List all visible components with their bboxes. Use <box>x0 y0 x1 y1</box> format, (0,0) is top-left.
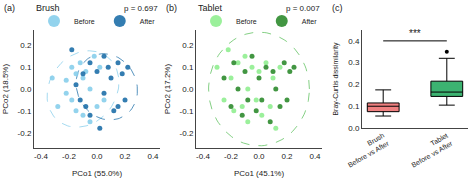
svg-text:0.2: 0.2 <box>348 80 360 89</box>
svg-text:0.2: 0.2 <box>119 152 131 161</box>
svg-text:PCo2 (18.5%): PCo2 (18.5%) <box>1 64 10 115</box>
svg-text:0.2: 0.2 <box>281 152 293 161</box>
svg-text:Before: Before <box>74 18 95 25</box>
svg-text:-0.4: -0.4 <box>34 152 48 161</box>
svg-text:-0.1: -0.1 <box>180 107 194 116</box>
svg-text:***: *** <box>409 28 421 39</box>
svg-text:(a): (a) <box>4 3 15 13</box>
svg-text:0.1: 0.1 <box>182 63 194 72</box>
svg-text:0.4: 0.4 <box>309 152 321 161</box>
svg-text:Tablet: Tablet <box>198 3 223 13</box>
svg-text:0.1: 0.1 <box>20 63 32 72</box>
svg-text:PCo1 (55.0%): PCo1 (55.0%) <box>72 169 123 178</box>
svg-text:0.1: 0.1 <box>348 102 360 111</box>
svg-text:Brush: Brush <box>36 3 60 13</box>
svg-text:After: After <box>140 18 155 25</box>
svg-text:PCo1 (45.1%): PCo1 (45.1%) <box>234 169 285 178</box>
svg-text:0.0: 0.0 <box>20 85 32 94</box>
svg-text:-0.4: -0.4 <box>196 152 210 161</box>
svg-text:-0.2: -0.2 <box>180 129 194 138</box>
svg-text:Bray-Curtis dissimilarity: Bray-Curtis dissimilarity <box>332 42 340 116</box>
svg-text:Before: Before <box>236 18 257 25</box>
svg-text:-0.1: -0.1 <box>18 107 32 116</box>
svg-text:-0.2: -0.2 <box>62 152 76 161</box>
svg-text:PCo2 (17.2%): PCo2 (17.2%) <box>163 64 172 115</box>
svg-text:0.0: 0.0 <box>348 124 360 133</box>
svg-text:0.4: 0.4 <box>348 37 360 46</box>
svg-text:0.4: 0.4 <box>147 152 159 161</box>
svg-text:-0.2: -0.2 <box>224 152 238 161</box>
svg-text:0.0: 0.0 <box>253 152 265 161</box>
svg-text:-0.2: -0.2 <box>18 129 32 138</box>
svg-text:(b): (b) <box>166 3 177 13</box>
svg-text:BrushBefore vs After: BrushBefore vs After <box>342 131 390 168</box>
svg-text:0.0: 0.0 <box>182 85 194 94</box>
svg-text:p = 0.697: p = 0.697 <box>124 4 158 13</box>
svg-text:p = 0.007: p = 0.007 <box>286 4 320 13</box>
svg-text:0.2: 0.2 <box>20 41 32 50</box>
svg-text:0.3: 0.3 <box>348 58 360 67</box>
svg-text:TabletBefore vs After: TabletBefore vs After <box>406 131 454 168</box>
svg-text:0.0: 0.0 <box>91 152 103 161</box>
svg-text:0.2: 0.2 <box>182 41 194 50</box>
svg-text:(c): (c) <box>332 3 343 13</box>
svg-text:After: After <box>302 18 317 25</box>
